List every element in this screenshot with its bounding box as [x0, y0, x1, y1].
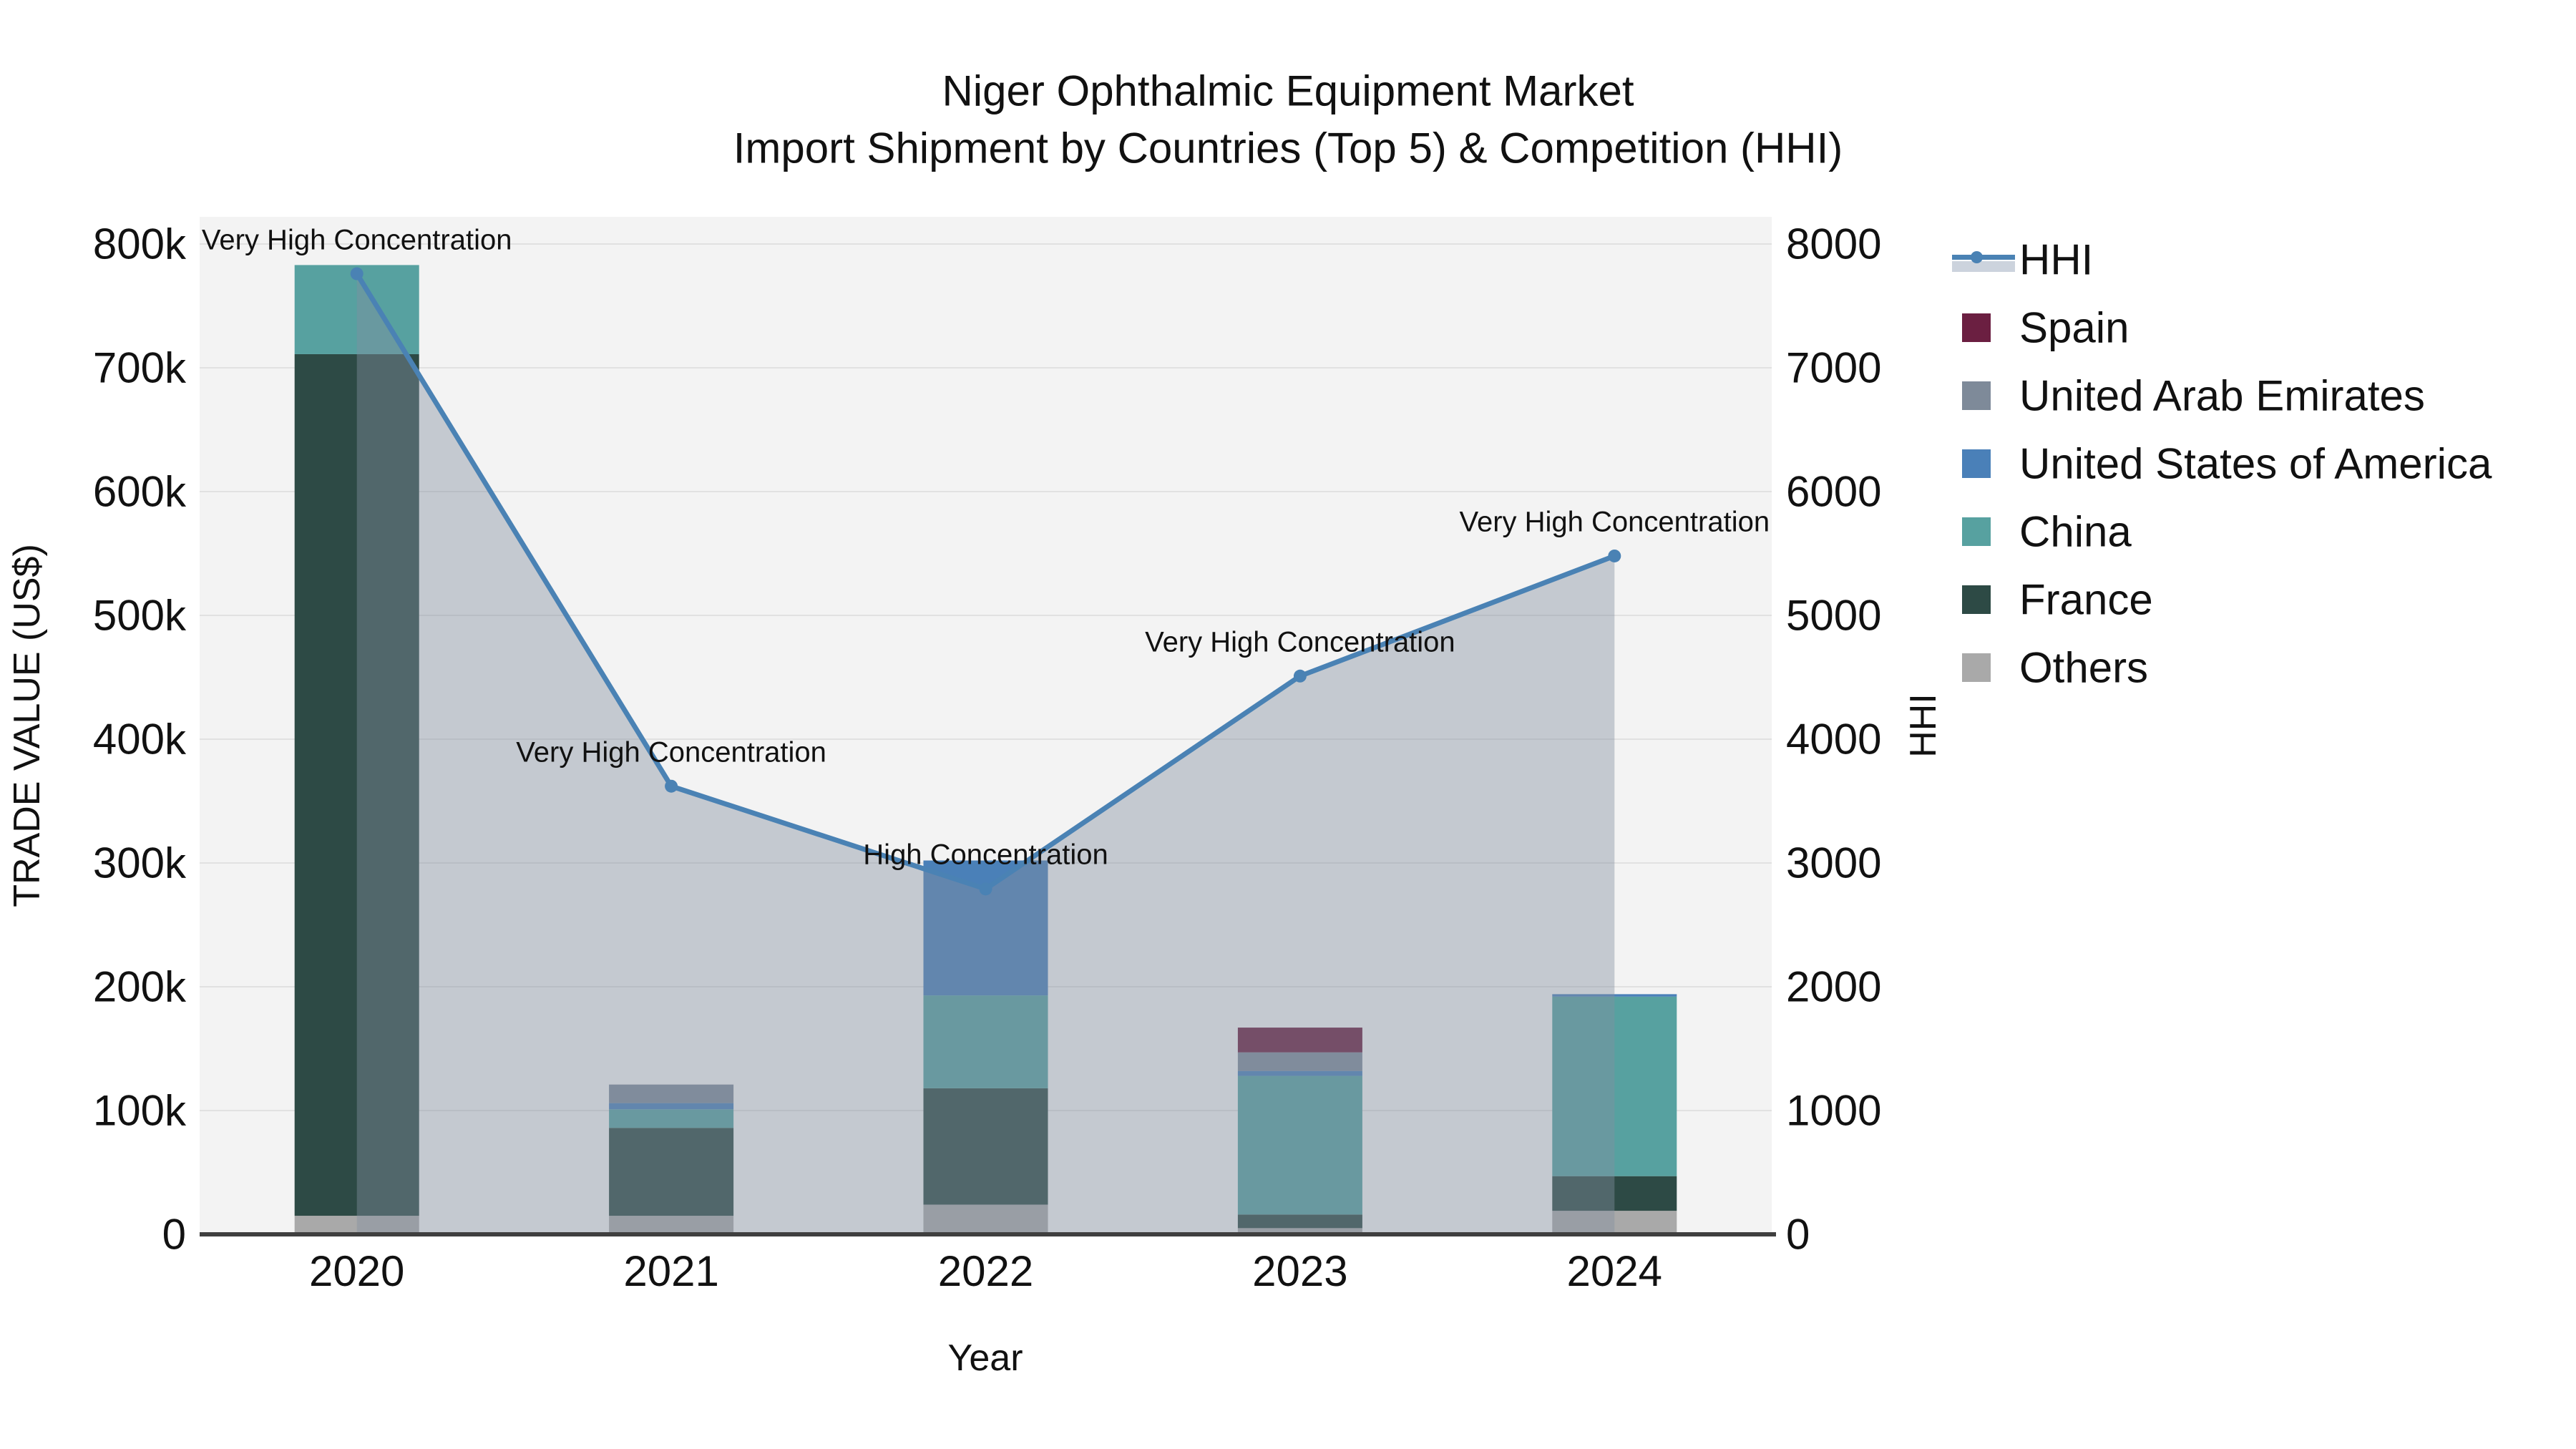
y-tick-right-0: 0	[1786, 1210, 1810, 1259]
bar-segment-others-2020	[294, 1216, 419, 1234]
hhi-marker-2024	[1608, 549, 1621, 562]
bar-segment-united-arab-emirates-2021	[609, 1084, 734, 1103]
legend-label-others: Others	[2019, 643, 2149, 692]
bar-segment-others-2024	[1552, 1211, 1677, 1234]
hhi-marker-2021	[665, 779, 678, 793]
legend-label-united-states-of-america: United States of America	[2019, 439, 2492, 488]
legend-hhi-band	[1952, 261, 2015, 272]
bar-segment-france-2022	[923, 1088, 1048, 1205]
annotation-2024: Very High Concentration	[1459, 506, 1770, 538]
x-tick-2022: 2022	[937, 1247, 1034, 1295]
y-tick-right-2000: 2000	[1786, 962, 1882, 1011]
y-tick-left-100k: 100k	[92, 1086, 186, 1135]
bar-segment-united-states-of-america-2023	[1237, 1070, 1362, 1076]
bar-segment-china-2024	[1552, 996, 1677, 1176]
legend-swatch-france	[1962, 585, 1991, 614]
legend-label-china: China	[2019, 507, 2132, 556]
legend-hhi-marker	[1971, 251, 1983, 263]
hhi-area-fill	[356, 273, 1615, 1234]
y-tick-right-4000: 4000	[1786, 715, 1882, 763]
bar-segment-others-2022	[923, 1204, 1048, 1234]
legend-label-united-arab-emirates: United Arab Emirates	[2019, 371, 2425, 420]
legend-hhi-line	[1952, 255, 2015, 260]
legend-swatch-spain	[1962, 313, 1991, 342]
y-tick-right-5000: 5000	[1786, 591, 1882, 640]
annotation-2023: Very High Concentration	[1145, 626, 1455, 658]
legend-swatch-united-arab-emirates	[1962, 381, 1991, 410]
y-axis-label-right: HHI	[1903, 693, 1944, 758]
y-tick-left-300k: 300k	[92, 839, 186, 887]
y-tick-left-0: 0	[162, 1210, 186, 1259]
x-tick-2024: 2024	[1566, 1247, 1663, 1295]
annotation-2022: High Concentration	[863, 839, 1108, 871]
legend-swatch-china	[1962, 517, 1991, 546]
legend-label-hhi: HHI	[2019, 235, 2094, 284]
y-tick-left-200k: 200k	[92, 962, 186, 1011]
legend-hhi-line-sample	[1952, 244, 2015, 275]
bar-segment-china-2021	[609, 1109, 734, 1128]
y-tick-right-8000: 8000	[1786, 220, 1882, 268]
bar-segment-united-arab-emirates-2023	[1237, 1052, 1362, 1071]
y-tick-left-700k: 700k	[92, 343, 186, 392]
y-tick-left-600k: 600k	[92, 467, 186, 516]
x-tick-2021: 2021	[623, 1247, 719, 1295]
y-tick-right-1000: 1000	[1786, 1086, 1882, 1135]
chart-title-line-1: Niger Ophthalmic Equipment Market	[942, 67, 1634, 115]
bar-segment-others-2021	[609, 1216, 734, 1234]
hhi-marker-2020	[350, 267, 364, 280]
bar-segment-china-2023	[1237, 1075, 1362, 1215]
y-tick-right-6000: 6000	[1786, 467, 1882, 516]
hhi-marker-2022	[979, 882, 992, 896]
y-tick-right-7000: 7000	[1786, 343, 1882, 392]
chart-title-line-2: Import Shipment by Countries (Top 5) & C…	[733, 124, 1843, 172]
bar-segment-others-2023	[1237, 1228, 1362, 1234]
x-axis-label: Year	[947, 1337, 1023, 1379]
x-axis-line	[200, 1232, 1776, 1236]
bar-segment-france-2021	[609, 1128, 734, 1216]
bar-segment-france-2024	[1552, 1176, 1677, 1211]
bar-segment-france-2020	[294, 353, 419, 1216]
legend-swatch-others	[1962, 653, 1991, 682]
bar-segment-france-2023	[1237, 1214, 1362, 1229]
x-tick-2020: 2020	[308, 1247, 405, 1295]
hhi-marker-2023	[1293, 669, 1307, 683]
annotation-2021: Very High Concentration	[516, 736, 826, 769]
bar-segment-china-2022	[923, 995, 1048, 1088]
y-tick-right-3000: 3000	[1786, 839, 1882, 887]
y-tick-left-500k: 500k	[92, 591, 186, 640]
legend-label-spain: Spain	[2019, 303, 2129, 352]
bar-segment-united-states-of-america-2024	[1552, 994, 1677, 997]
bar-segment-united-states-of-america-2021	[609, 1103, 734, 1110]
bar-segment-spain-2023	[1237, 1028, 1362, 1053]
legend-swatch-united-states-of-america	[1962, 449, 1991, 478]
x-tick-2023: 2023	[1252, 1247, 1348, 1295]
y-tick-left-800k: 800k	[92, 220, 186, 268]
legend-label-france: France	[2019, 575, 2153, 624]
annotation-2020: Very High Concentration	[201, 224, 512, 256]
y-tick-left-400k: 400k	[92, 715, 186, 763]
